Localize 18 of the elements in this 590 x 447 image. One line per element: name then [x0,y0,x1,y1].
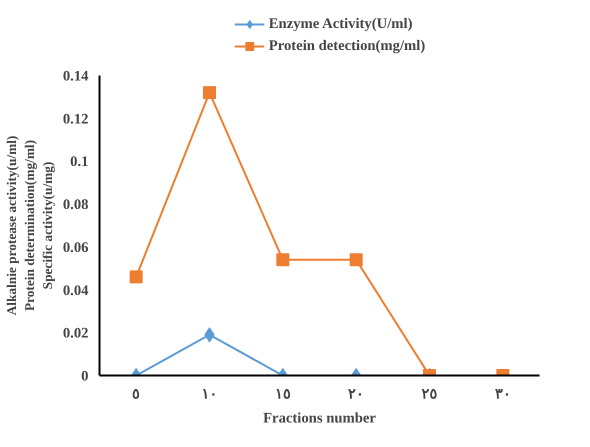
y-tick-label: 0.1 [70,154,89,170]
x-tick-label: ٣٠ [494,386,511,402]
y-tick-label: 0.08 [62,197,89,214]
y-tick-label: 0.14 [62,68,90,84]
y-tick-label: 0.12 [62,111,89,128]
x-tick-label: ١٥ [274,386,291,402]
x-axis-title: Fractions number [263,410,376,426]
y-tick-label: 0.02 [62,326,89,342]
y-tick-label: 0.04 [62,282,90,299]
legend-label: Protein detection(mg/ml) [268,38,426,54]
y-axis-title: Alkalnie protease activity(u/ml) Protein determination(mg/ml) Specific activity(u/mg) [4,136,55,316]
y-tick-label: 0 [81,368,88,384]
x-tick-label: ٢٥ [422,386,438,402]
x-tick-label: ٢٠ [348,386,364,402]
x-tick-label: ٥ [132,386,140,402]
legend-label: Enzyme Activity(U/ml) [268,16,412,32]
x-tick-label: ١٠ [202,386,218,402]
y-tick-label: 0.06 [62,240,89,256]
